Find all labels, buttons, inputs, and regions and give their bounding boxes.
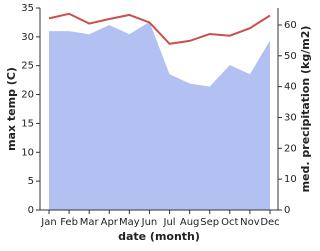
y2-tick-label: 60: [284, 20, 297, 31]
x-tick-label: Jul: [163, 217, 176, 228]
y2-tick-label: 0: [284, 205, 290, 216]
y-tick-label: 35: [21, 3, 34, 14]
y-tick-label: 10: [21, 147, 34, 158]
y2-tick-label: 20: [284, 143, 297, 154]
y2-tick-label: 50: [284, 51, 297, 62]
y2-tick-label: 40: [284, 82, 297, 93]
x-tick-label: Sep: [200, 217, 219, 228]
y2-tick-label: 10: [284, 174, 297, 185]
y-tick-label: 15: [21, 118, 34, 129]
y-axis-label: max temp (C): [5, 67, 18, 151]
chart: date (month) max temp (C) med. precipita…: [5, 3, 312, 243]
x-tick-label: Nov: [240, 217, 260, 228]
x-tick-label: Mar: [80, 217, 100, 228]
x-tick-label: May: [119, 217, 140, 228]
y-tick-label: 25: [21, 61, 34, 72]
area: [49, 21, 270, 210]
x-tick-label: Oct: [221, 217, 238, 228]
x-tick-label: Dec: [260, 217, 279, 228]
x-tick-label: Jun: [141, 217, 158, 228]
x-tick-label: Jan: [40, 217, 56, 228]
line: [48, 12, 271, 45]
y-tick-label: 20: [21, 90, 34, 101]
x-axis-label: date (month): [118, 230, 200, 243]
x-tick-label: Aug: [180, 217, 200, 228]
x-tick-label: Feb: [60, 217, 78, 228]
x-tick-label: Apr: [101, 217, 119, 228]
y2-tick-label: 30: [284, 112, 297, 123]
y2-axis-label: med. precipitation (kg/m2): [299, 26, 312, 193]
y-tick-label: 5: [28, 176, 34, 187]
y-tick-label: 0: [28, 205, 34, 216]
y-tick-label: 30: [21, 32, 34, 43]
